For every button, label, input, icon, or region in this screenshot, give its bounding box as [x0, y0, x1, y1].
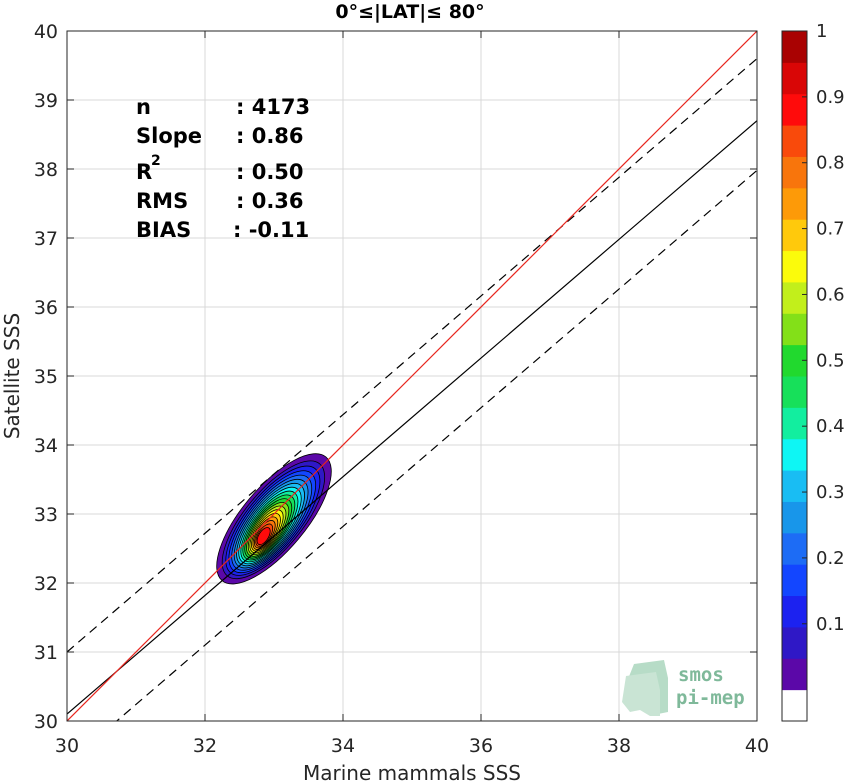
colorbar-segment: [782, 156, 807, 189]
chart-title: 0°≤|LAT|≤ 80°: [335, 1, 484, 23]
x-tick-label: 34: [331, 735, 355, 757]
grid-lines: [66, 30, 758, 722]
logo-line1: smos: [678, 664, 724, 686]
regression-lines: [67, 31, 757, 721]
stat-r2-key: R: [136, 160, 152, 184]
colorbar-frame: [781, 30, 808, 722]
colorbar-segment: [782, 250, 807, 283]
colorbar-segment: [782, 187, 807, 220]
colorbar-segment: [782, 31, 807, 63]
y-tick-label: 31: [34, 642, 58, 664]
colorbar-segment: [782, 470, 807, 502]
y-tick-label: 36: [34, 297, 58, 319]
colorbar-tick-label: 0.1: [816, 614, 845, 635]
y-tick-label: 32: [34, 573, 58, 595]
colorbar-segment: [782, 658, 807, 691]
colorbar-segment: [782, 62, 807, 95]
colorbar-segment: [782, 689, 807, 722]
x-tick-label: 40: [745, 735, 769, 757]
stat-bias-value: : -0.11: [233, 218, 309, 242]
y-axis-ticks: 30 31 32 33 34 35 36 37 38 39 40: [34, 21, 757, 733]
fit-lower-dashed-line: [115, 169, 757, 721]
y-tick-label: 38: [34, 159, 58, 181]
density-contour-level: [256, 527, 271, 546]
y-tick-label: 39: [34, 90, 58, 112]
colorbar: [782, 31, 807, 722]
colorbar-segment: [782, 501, 807, 534]
colorbar-segment: [782, 626, 807, 659]
stat-n-key: n: [136, 95, 151, 119]
stat-rms-value: : 0.36: [236, 189, 304, 213]
stat-rms-key: RMS: [136, 189, 188, 213]
stats-box: n : 4173 Slope : 0.86 R 2 : 0.50 RMS : 0…: [136, 95, 310, 242]
stat-r2-sup: 2: [151, 153, 161, 169]
stat-slope-value: : 0.86: [236, 124, 304, 148]
fit-upper-dashed-line: [67, 58, 757, 653]
colorbar-segment: [782, 407, 807, 440]
y-tick-label: 33: [34, 504, 58, 526]
colorbar-tick-label: 0.6: [816, 284, 845, 305]
x-tick-label: 36: [469, 735, 493, 757]
logo-wave-icon: [622, 660, 668, 716]
colorbar-segment: [782, 532, 807, 565]
colorbar-segment: [782, 438, 807, 471]
y-tick-label: 35: [34, 366, 58, 388]
x-tick-label: 38: [607, 735, 631, 757]
colorbar-tick-label: 1: [816, 21, 827, 42]
colorbar-segment: [782, 281, 807, 314]
colorbar-segment: [782, 564, 807, 597]
y-tick-label: 37: [34, 228, 58, 250]
y-tick-label: 40: [34, 21, 58, 43]
stat-n-value: : 4173: [236, 95, 310, 119]
colorbar-segment: [782, 93, 807, 126]
smos-pi-mep-logo: smos pi-mep: [622, 660, 745, 716]
stat-slope-key: Slope: [136, 124, 202, 148]
colorbar-tick-label: 0.8: [816, 153, 845, 174]
stat-r2-value: : 0.50: [236, 160, 304, 184]
x-axis-label: Marine mammals SSS: [303, 761, 521, 784]
density-contours: [216, 453, 332, 585]
x-tick-label: 30: [55, 735, 79, 757]
logo-line2: pi-mep: [676, 687, 745, 709]
colorbar-tick-label: 0.3: [816, 482, 845, 503]
colorbar-tick-label: 0.4: [816, 416, 845, 437]
colorbar-tick-label: 0.5: [816, 350, 845, 371]
colorbar-segment: [782, 376, 807, 408]
x-tick-label: 32: [193, 735, 217, 757]
colorbar-segment: [782, 595, 807, 628]
stat-bias-key: BIAS: [136, 218, 191, 242]
y-tick-label: 30: [34, 711, 58, 733]
colorbar-tick-label: 0.9: [816, 87, 845, 108]
fit-line: [67, 120, 757, 715]
colorbar-tick-label: 0.7: [816, 219, 845, 240]
x-axis-ticks: 30 32 34 36 38 40: [55, 31, 769, 757]
colorbar-ticks: 0.1 0.2 0.3 0.4 0.5 0.6 0.7 0.8 0.9 1: [802, 21, 845, 635]
y-tick-label: 34: [34, 435, 58, 457]
colorbar-segment: [782, 219, 807, 252]
colorbar-segment: [782, 125, 807, 157]
identity-line: [67, 31, 757, 721]
colorbar-segment: [782, 313, 807, 346]
y-axis-label: Satellite SSS: [0, 313, 24, 439]
colorbar-tick-label: 0.2: [816, 548, 845, 569]
